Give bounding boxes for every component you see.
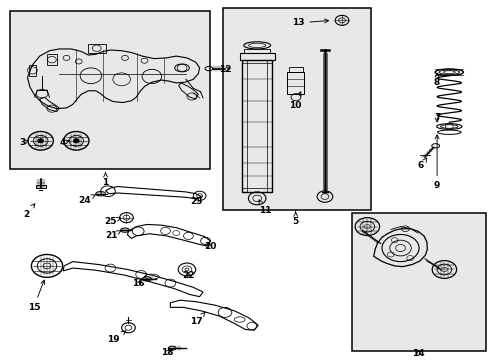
Bar [242, 60, 272, 192]
Text: 6: 6 [417, 158, 426, 170]
Bar [36, 185, 45, 188]
Text: 11: 11 [258, 200, 271, 215]
Text: 7: 7 [433, 113, 439, 122]
Text: 22: 22 [183, 271, 195, 280]
Text: 23: 23 [190, 197, 203, 206]
Text: 25: 25 [104, 217, 121, 226]
Bar [10, 12, 210, 169]
Bar [289, 67, 302, 72]
Bar [351, 213, 485, 351]
Bar [244, 49, 269, 53]
Bar [239, 53, 274, 60]
Text: 21: 21 [105, 230, 121, 240]
Text: 16: 16 [132, 279, 144, 288]
Text: 18: 18 [161, 348, 173, 357]
Text: 13: 13 [291, 18, 328, 27]
Circle shape [73, 139, 79, 143]
Text: 24: 24 [78, 194, 96, 204]
Text: 2: 2 [23, 204, 35, 219]
Circle shape [38, 139, 43, 143]
Bar [222, 8, 370, 210]
Bar [222, 8, 370, 210]
Text: 19: 19 [107, 331, 125, 344]
Bar [287, 72, 304, 94]
Text: 9: 9 [433, 135, 439, 190]
Text: 20: 20 [204, 242, 216, 251]
Text: 4: 4 [60, 139, 69, 148]
Bar [10, 12, 210, 169]
Text: 3: 3 [20, 139, 28, 148]
Text: 12: 12 [218, 65, 231, 74]
Text: 14: 14 [411, 349, 424, 358]
Text: 15: 15 [27, 280, 44, 311]
Text: 5: 5 [292, 212, 298, 226]
Bar [351, 213, 485, 351]
Text: 17: 17 [190, 312, 204, 326]
Text: 8: 8 [433, 73, 439, 87]
Text: 10: 10 [289, 92, 301, 109]
Text: 1: 1 [102, 172, 108, 187]
